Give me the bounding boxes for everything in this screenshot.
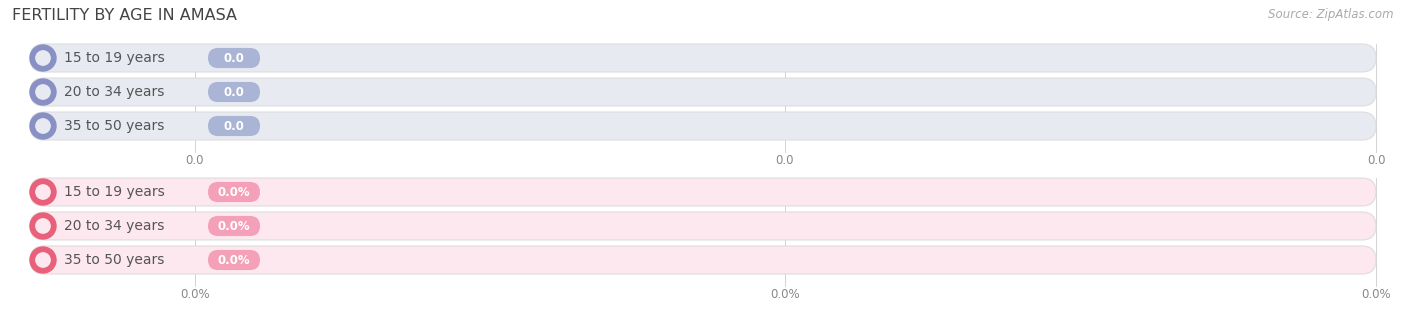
Circle shape xyxy=(35,219,51,233)
Circle shape xyxy=(35,85,51,99)
Text: 0.0%: 0.0% xyxy=(180,288,209,301)
Text: 20 to 34 years: 20 to 34 years xyxy=(65,85,165,99)
Text: 0.0%: 0.0% xyxy=(218,253,250,267)
FancyBboxPatch shape xyxy=(208,82,260,102)
FancyBboxPatch shape xyxy=(30,78,1376,106)
Circle shape xyxy=(35,51,51,65)
Text: 15 to 19 years: 15 to 19 years xyxy=(65,51,165,65)
FancyBboxPatch shape xyxy=(208,216,260,236)
FancyBboxPatch shape xyxy=(208,48,260,68)
FancyBboxPatch shape xyxy=(30,112,1376,140)
Text: 15 to 19 years: 15 to 19 years xyxy=(65,185,165,199)
Text: 0.0: 0.0 xyxy=(1367,154,1385,167)
FancyBboxPatch shape xyxy=(30,212,1376,240)
FancyBboxPatch shape xyxy=(208,116,260,136)
Text: 0.0%: 0.0% xyxy=(218,185,250,199)
Text: 0.0%: 0.0% xyxy=(218,219,250,233)
FancyBboxPatch shape xyxy=(208,250,260,270)
Text: Source: ZipAtlas.com: Source: ZipAtlas.com xyxy=(1268,8,1393,21)
Circle shape xyxy=(35,185,51,199)
Circle shape xyxy=(30,45,56,71)
Text: 20 to 34 years: 20 to 34 years xyxy=(65,219,165,233)
Text: 0.0: 0.0 xyxy=(224,119,245,133)
Circle shape xyxy=(30,113,56,139)
Circle shape xyxy=(30,79,56,105)
Circle shape xyxy=(30,179,56,205)
Text: 0.0: 0.0 xyxy=(224,85,245,98)
Text: 0.0: 0.0 xyxy=(776,154,794,167)
Text: FERTILITY BY AGE IN AMASA: FERTILITY BY AGE IN AMASA xyxy=(13,8,238,23)
FancyBboxPatch shape xyxy=(30,246,1376,274)
Text: 35 to 50 years: 35 to 50 years xyxy=(65,119,165,133)
Circle shape xyxy=(30,247,56,273)
Circle shape xyxy=(35,119,51,133)
Text: 0.0%: 0.0% xyxy=(770,288,800,301)
Text: 0.0%: 0.0% xyxy=(1361,288,1391,301)
FancyBboxPatch shape xyxy=(30,178,1376,206)
FancyBboxPatch shape xyxy=(30,44,1376,72)
Circle shape xyxy=(30,213,56,239)
Text: 35 to 50 years: 35 to 50 years xyxy=(65,253,165,267)
Text: 0.0: 0.0 xyxy=(186,154,204,167)
Text: 0.0: 0.0 xyxy=(224,51,245,64)
Circle shape xyxy=(35,253,51,267)
FancyBboxPatch shape xyxy=(208,182,260,202)
